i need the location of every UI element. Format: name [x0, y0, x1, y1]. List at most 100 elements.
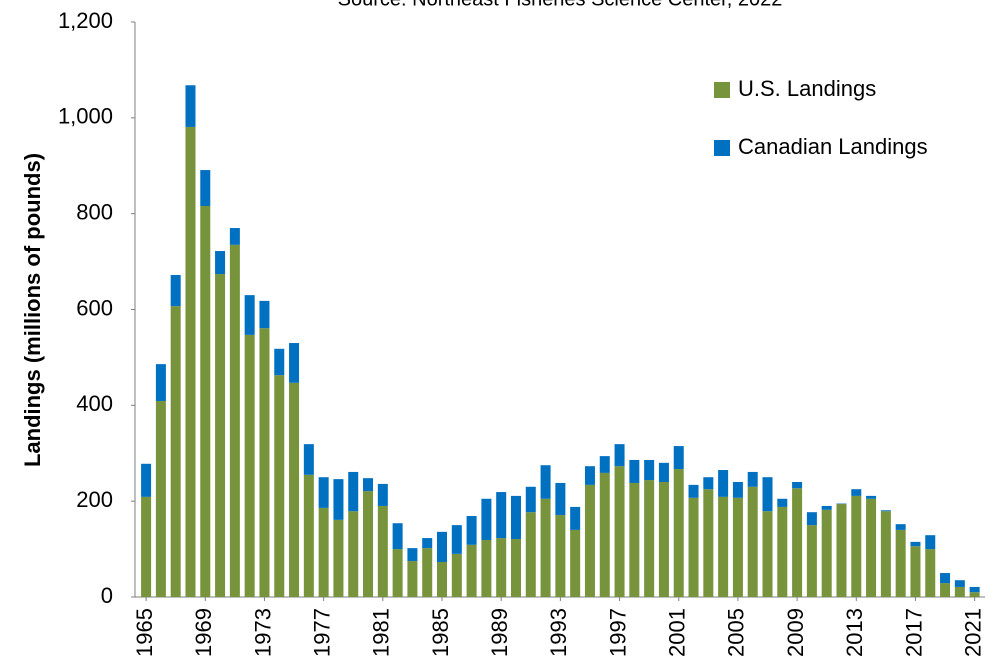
bar-segment [777, 506, 788, 597]
bar-segment [155, 401, 166, 597]
bar-segment [658, 482, 669, 597]
bar-segment [407, 561, 418, 597]
bar-segment [718, 496, 729, 597]
bar-segment [215, 251, 226, 275]
bar-segment [910, 546, 921, 597]
bar-segment [555, 482, 566, 516]
bar-segment [481, 539, 492, 597]
bar-segment [318, 477, 329, 508]
bar-segment [851, 495, 862, 597]
x-tick-label: 2005 [724, 608, 749, 657]
bar-segment [244, 334, 255, 597]
bar-segment [510, 539, 521, 597]
bar-segment [451, 525, 462, 554]
bar-segment [703, 489, 714, 597]
bar-segment [215, 274, 226, 597]
bar-segment [806, 525, 817, 597]
bar-segment [422, 538, 433, 549]
bar-segment [673, 469, 684, 597]
bar-segment [910, 541, 921, 547]
x-tick-label: 2013 [842, 608, 867, 657]
bar-segment [229, 244, 240, 597]
bar-segment [259, 328, 270, 597]
x-tick-label: 1973 [250, 608, 275, 657]
bar-segment [880, 511, 891, 597]
bar-segment [540, 498, 551, 597]
bar-segment [348, 511, 359, 597]
y-tick-label: 1,000 [58, 104, 113, 129]
bar-segment [658, 462, 669, 482]
bar-segment [570, 506, 581, 530]
bar-segment [392, 523, 403, 550]
bar-segment [407, 548, 418, 562]
bar-segment [259, 300, 270, 329]
bar-segment [451, 553, 462, 597]
bar-segment [377, 505, 388, 597]
bar-segment [392, 549, 403, 597]
y-tick-label: 1,200 [58, 8, 113, 33]
bar-segment [614, 444, 625, 467]
bar-segment [866, 498, 877, 597]
x-tick-label: 1965 [132, 608, 157, 657]
bar-segment [584, 484, 595, 597]
y-tick-label: 400 [76, 391, 113, 416]
bar-segment [377, 483, 388, 506]
bar-segment [333, 519, 344, 597]
bar-segment [836, 504, 847, 597]
bar-segment [954, 586, 965, 597]
bar-segment [940, 583, 951, 597]
bar-segment [954, 580, 965, 587]
bar-segment [688, 484, 699, 498]
bar-segment [185, 85, 196, 127]
bar-segment [363, 478, 374, 492]
bar-segment [925, 535, 936, 550]
bar-segment [496, 492, 507, 539]
bar-segment [644, 459, 655, 481]
x-tick-label: 1969 [191, 608, 216, 657]
bar-segment [777, 498, 788, 507]
x-tick-label: 1993 [546, 608, 571, 657]
bar-segment [481, 498, 492, 540]
bar-segment [289, 382, 300, 597]
bar-segment [584, 466, 595, 485]
bar-segment [792, 488, 803, 597]
x-tick-label: 2001 [665, 608, 690, 657]
bar-segment [540, 465, 551, 499]
x-tick-label: 2009 [783, 608, 808, 657]
bar-segment [821, 505, 832, 510]
bar-segment [925, 549, 936, 597]
bar-segment [348, 471, 359, 512]
bar-segment [422, 548, 433, 597]
legend-swatch [714, 140, 730, 156]
bar-segment [644, 480, 655, 597]
bar-segment [303, 444, 314, 475]
bar-segment [525, 512, 536, 597]
bar-segment [363, 491, 374, 597]
bar-segment [333, 479, 344, 520]
bar-segment [629, 482, 640, 597]
bar-segment [170, 306, 181, 597]
bar-segment [555, 515, 566, 597]
bar-segment [244, 295, 255, 335]
x-tick-label: 1981 [369, 608, 394, 657]
bar-segment [274, 348, 285, 376]
bar-segment [466, 544, 477, 597]
bar-segment [303, 474, 314, 597]
bar-segment [851, 489, 862, 496]
bar-segment [141, 496, 152, 597]
bar-segment [688, 497, 699, 597]
bar-segment [673, 446, 684, 470]
x-tick-label: 1997 [605, 608, 630, 657]
bar-segment [496, 538, 507, 597]
bar-segment [437, 562, 448, 597]
bar-segment [732, 497, 743, 597]
bar-segment [703, 477, 714, 490]
bar-segment [289, 343, 300, 383]
y-tick-label: 800 [76, 199, 113, 224]
bar-segment [437, 531, 448, 563]
x-tick-label: 1989 [487, 608, 512, 657]
bar-segment [732, 482, 743, 498]
y-tick-label: 600 [76, 295, 113, 320]
bar-segment [599, 456, 610, 473]
legend-label: U.S. Landings [738, 76, 876, 101]
